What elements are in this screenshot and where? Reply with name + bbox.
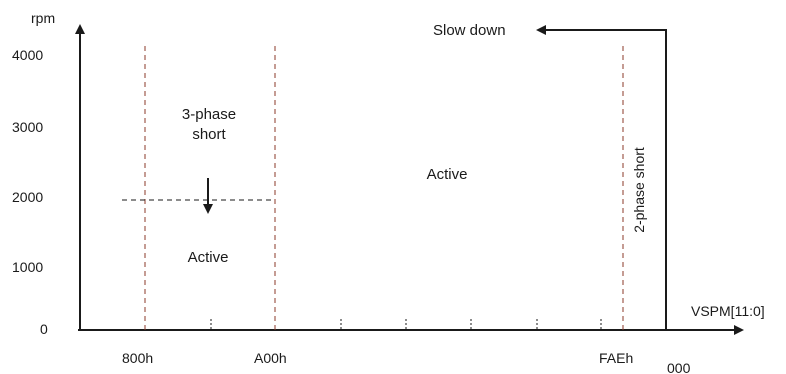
y-axis-unit-label: rpm xyxy=(31,10,55,26)
y-tick-label-1000: 1000 xyxy=(12,259,43,275)
x-tick-label-800h: 800h xyxy=(122,350,153,366)
slow-down-arrow xyxy=(536,25,667,330)
active-low-rpm-label: Active xyxy=(188,249,229,266)
y-tick-label-0: 0 xyxy=(40,321,48,337)
x-tick-label-a00h: A00h xyxy=(254,350,287,366)
x-tick-label-000: 000 xyxy=(667,360,691,374)
two-phase-short-label: 2-phase short xyxy=(631,147,647,233)
x-axis-label: VSPM[11:0] xyxy=(691,303,765,319)
active-main-label: Active xyxy=(427,166,468,183)
three-phase-short-label-line1: 3-phase xyxy=(182,106,236,123)
y-tick-label-4000: 4000 xyxy=(12,47,43,63)
slow-down-label: Slow down xyxy=(433,22,506,39)
three-phase-short-label-line2: short xyxy=(192,126,226,143)
y-tick-label-3000: 3000 xyxy=(12,119,43,135)
y-tick-label-2000: 2000 xyxy=(12,189,43,205)
x-tick-label-faeh: FAEh xyxy=(599,350,633,366)
